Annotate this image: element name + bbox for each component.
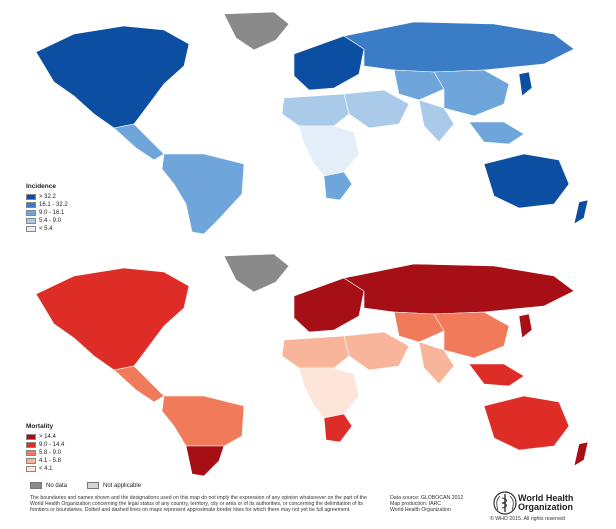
- mortality-legend-swatch: [26, 433, 36, 440]
- region-china: [433, 311, 510, 359]
- who-emblem-icon: [493, 491, 517, 515]
- incidence-legend-swatch: [26, 225, 36, 232]
- incidence-legend-items: > 32.2 16.1 - 32.2 9.0 - 16.1 5.4 - 9.0 < 5.…: [26, 193, 68, 233]
- region-north-america: [35, 25, 190, 129]
- region-africa-sub: [298, 367, 360, 419]
- source-info: Data source: GLOBOCAN 2012 Map productio…: [390, 495, 485, 514]
- mortality-legend-label: 5.8 - 9.0: [39, 449, 62, 456]
- region-russia: [343, 263, 575, 315]
- region-japan: [518, 313, 533, 339]
- region-south-america: [161, 153, 245, 235]
- region-middle-east: [343, 89, 410, 129]
- not-applicable-legend: Not applicable: [87, 482, 141, 489]
- region-africa-north: [281, 93, 350, 127]
- region-southern-cone: [185, 445, 225, 477]
- who-logo: [490, 490, 610, 526]
- mortality-legend-row: 9.0 - 14.4: [26, 441, 64, 449]
- mortality-legend-label: 4.1 - 5.8: [39, 457, 62, 464]
- region-japan: [518, 71, 533, 97]
- mortality-legend-swatch: [26, 449, 36, 456]
- region-new-zealand: [573, 199, 589, 225]
- region-central-america: [113, 365, 165, 403]
- source-line: World Health Organization: [390, 507, 451, 514]
- incidence-legend-label: 9.0 - 16.1: [39, 209, 65, 216]
- region-india: [418, 341, 455, 385]
- region-india: [418, 99, 455, 143]
- disclaimer-text: The boundaries and names shown and the d…: [30, 495, 367, 514]
- mortality-map-svg: [35, 253, 589, 477]
- region-middle-east: [343, 331, 410, 371]
- mortality-legend-row: 4.1 - 5.8: [26, 457, 64, 465]
- mortality-legend-swatch: [26, 457, 36, 464]
- incidence-legend-label: > 32.2: [39, 193, 56, 200]
- incidence-legend-row: 9.0 - 16.1: [26, 209, 68, 217]
- region-se-asia: [468, 363, 525, 387]
- mortality-legend: Mortality > 14.4 9.0 - 14.4 5.8 - 9.0 4.1 -…: [26, 423, 64, 473]
- mortality-legend-label: 9.0 - 14.4: [39, 441, 65, 448]
- region-north-america: [35, 267, 190, 371]
- region-south-america: [161, 395, 245, 447]
- incidence-legend-label: < 5.4: [39, 225, 53, 232]
- mortality-legend-row: > 14.4: [26, 433, 64, 441]
- region-asia-central: [393, 311, 445, 343]
- incidence-legend-row: < 5.4: [26, 225, 68, 233]
- incidence-legend-swatch: [26, 201, 36, 208]
- region-europe: [293, 35, 365, 91]
- incidence-legend-row: 5.4 - 9.0: [26, 217, 68, 225]
- incidence-map-svg: [35, 11, 589, 235]
- region-africa-north: [281, 335, 350, 369]
- incidence-legend: Incidence > 32.2 16.1 - 32.2 9.0 - 16.1 5.4…: [26, 183, 68, 233]
- mortality-legend-items: > 14.4 9.0 - 14.4 5.8 - 9.0 4.1 - 5.8 < 4.1: [26, 433, 64, 473]
- mortality-legend-title: Mortality: [26, 423, 54, 430]
- mortality-legend-row: < 4.1: [26, 465, 64, 473]
- incidence-legend-label: 16.1 - 32.2: [39, 201, 68, 208]
- region-china: [433, 69, 510, 117]
- no-data-legend: No data: [30, 482, 67, 489]
- incidence-map: [14, 4, 606, 236]
- mortality-legend-label: > 14.4: [39, 433, 56, 440]
- who-name-line2: Organization: [518, 502, 574, 512]
- not-applicable-label: Not applicable: [103, 482, 142, 489]
- region-australia: [483, 153, 570, 209]
- copyright-text: © WHO 2015. All rights reserved: [490, 516, 566, 522]
- region-africa-sub: [298, 125, 360, 177]
- mortality-legend-swatch: [26, 465, 36, 472]
- region-asia-central: [393, 69, 445, 101]
- no-data-label: No data: [46, 482, 68, 489]
- source-line: Data source: GLOBOCAN 2012: [390, 495, 464, 501]
- not-applicable-swatch: [87, 482, 100, 489]
- region-russia: [343, 21, 575, 73]
- region-new-zealand: [573, 441, 589, 467]
- region-se-asia: [468, 121, 525, 145]
- region-greenland: [223, 253, 290, 293]
- mortality-legend-swatch: [26, 441, 36, 448]
- region-southern-africa: [323, 413, 353, 443]
- region-greenland: [223, 11, 290, 51]
- region-southern-africa: [323, 171, 353, 201]
- who-name: World Health Organization: [518, 494, 573, 512]
- incidence-legend-row: > 32.2: [26, 193, 68, 201]
- mortality-map: [14, 246, 606, 478]
- incidence-legend-swatch: [26, 209, 36, 216]
- region-central-america: [113, 123, 165, 161]
- mortality-legend-row: 5.8 - 9.0: [26, 449, 64, 457]
- no-data-swatch: [30, 482, 42, 489]
- incidence-legend-swatch: [26, 217, 36, 224]
- incidence-legend-label: 5.4 - 9.0: [39, 217, 62, 224]
- incidence-legend-title: Incidence: [26, 183, 56, 190]
- incidence-legend-swatch: [26, 193, 36, 200]
- source-line: Map production: IARC: [390, 501, 442, 508]
- region-europe: [293, 277, 365, 333]
- other-legend: No data Not applicable: [30, 482, 141, 489]
- mortality-legend-label: < 4.1: [39, 465, 53, 472]
- region-australia: [483, 395, 570, 451]
- who-name-line1: World Health: [518, 493, 574, 503]
- incidence-legend-row: 16.1 - 32.2: [26, 201, 68, 209]
